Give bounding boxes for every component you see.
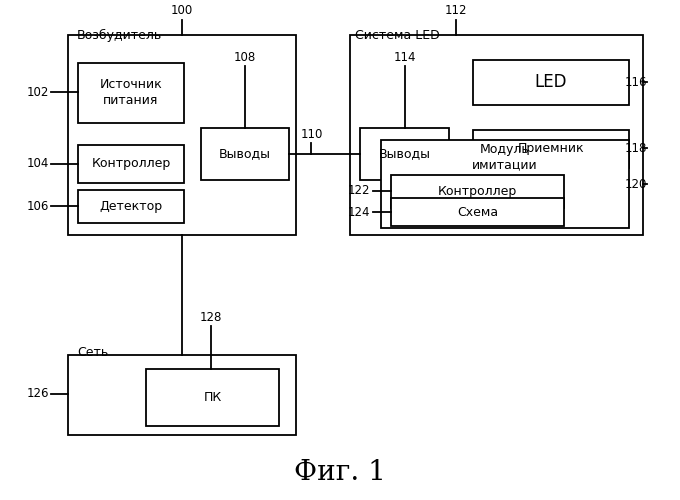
Text: Система LED: Система LED [355, 29, 440, 42]
Bar [360, 128, 449, 180]
Text: Возбудитель: Возбудитель [77, 29, 162, 42]
Text: Сеть: Сеть [77, 346, 108, 358]
Bar [78, 145, 184, 182]
Text: Контроллер: Контроллер [91, 157, 171, 170]
Bar [146, 368, 279, 426]
Bar [473, 130, 629, 168]
Text: 110: 110 [301, 128, 322, 141]
Text: 122: 122 [348, 184, 371, 198]
Text: 126: 126 [27, 387, 49, 400]
Text: Фиг. 1: Фиг. 1 [294, 459, 386, 486]
Bar [201, 128, 289, 180]
Text: 128: 128 [200, 311, 222, 324]
Text: 118: 118 [625, 142, 647, 154]
Text: Контроллер: Контроллер [438, 185, 517, 198]
Text: 104: 104 [27, 157, 49, 170]
Text: 108: 108 [234, 51, 256, 64]
Bar [68, 35, 296, 235]
Bar [473, 60, 629, 105]
Text: 124: 124 [348, 206, 371, 218]
Text: LED: LED [534, 74, 567, 92]
Bar [391, 198, 564, 226]
Text: 100: 100 [171, 4, 193, 18]
Text: Источник
питания: Источник питания [99, 78, 163, 106]
Text: Выводы: Выводы [379, 147, 430, 160]
Bar [350, 35, 643, 235]
Text: 112: 112 [444, 4, 467, 18]
Bar [78, 62, 184, 122]
Bar [68, 355, 296, 435]
Text: 102: 102 [27, 86, 49, 98]
Text: 116: 116 [625, 76, 647, 88]
Text: 120: 120 [625, 178, 647, 190]
Text: Приемник: Приемник [517, 142, 584, 155]
Bar [391, 175, 564, 208]
Text: 106: 106 [27, 200, 49, 212]
Text: Выводы: Выводы [219, 147, 271, 160]
Text: Схема: Схема [457, 206, 498, 219]
Text: Детектор: Детектор [99, 200, 163, 213]
Bar [381, 140, 629, 228]
Bar [78, 190, 184, 222]
Text: ПК: ПК [203, 391, 222, 404]
Text: Модуль
имитации: Модуль имитации [472, 144, 538, 172]
Text: 114: 114 [393, 51, 416, 64]
